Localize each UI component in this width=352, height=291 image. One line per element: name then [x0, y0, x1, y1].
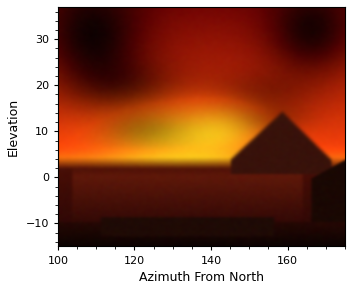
Y-axis label: Elevation: Elevation — [7, 98, 20, 156]
X-axis label: Azimuth From North: Azimuth From North — [139, 271, 264, 284]
